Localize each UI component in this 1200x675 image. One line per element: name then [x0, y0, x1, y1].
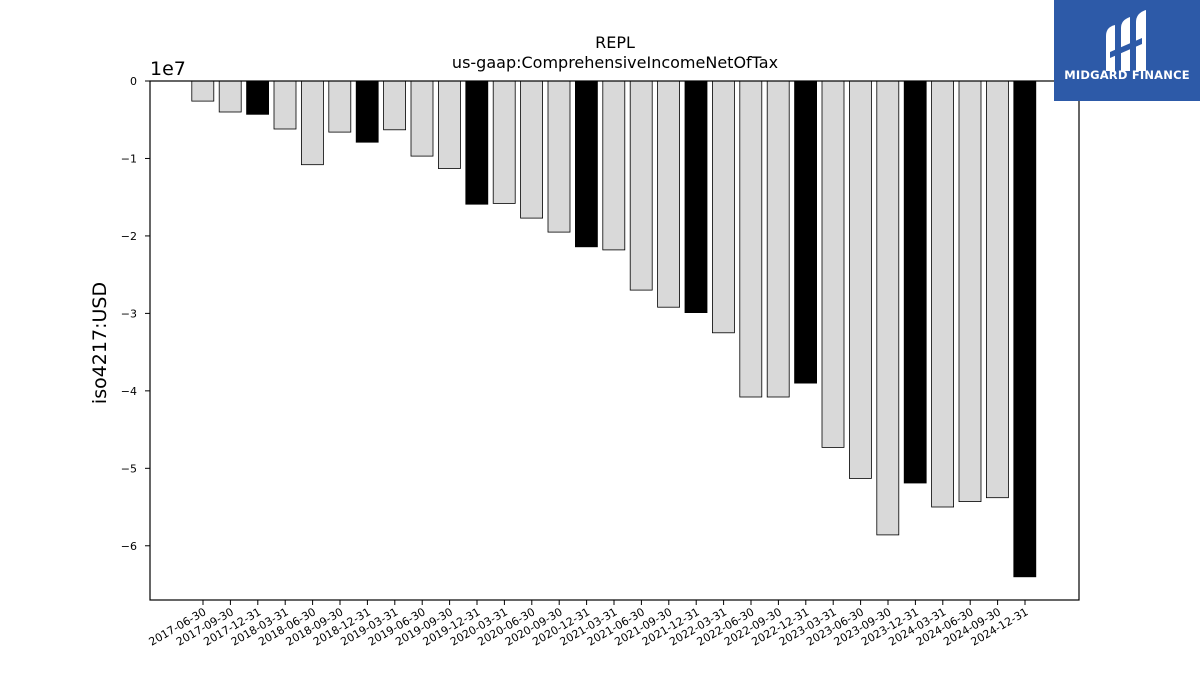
bar: [821, 80, 845, 448]
bar: [410, 80, 434, 157]
y-axis: 0 −1 −2 −3 −4 −5 −6: [121, 75, 150, 553]
bar: [273, 80, 297, 130]
y-tick-label: −5: [121, 462, 137, 475]
logo-mark-icon: [1106, 10, 1146, 71]
bar: [931, 80, 954, 508]
bar: [629, 80, 653, 291]
bar: [218, 80, 242, 113]
bar: [300, 80, 324, 166]
bar: [328, 80, 352, 133]
bar: [876, 80, 900, 536]
bar: [575, 80, 598, 248]
y-tick-label: −3: [121, 307, 137, 320]
y-tick-label: −2: [121, 230, 137, 243]
bar: [794, 80, 817, 384]
bar: [520, 80, 543, 219]
bar: [602, 80, 626, 251]
bar: [958, 80, 982, 503]
x-axis: 2017-06-302017-09-302017-12-312018-03-31…: [147, 600, 1031, 649]
bar: [739, 80, 763, 398]
bar: [684, 80, 708, 314]
bar: [465, 80, 489, 205]
y-scale-label: 1e7: [150, 58, 186, 80]
bar: [492, 80, 516, 204]
y-tick-label: 0: [130, 75, 137, 88]
bar: [657, 80, 680, 308]
bar: [986, 80, 1009, 499]
y-axis-label: iso4217:USD: [89, 282, 111, 404]
bar: [766, 80, 790, 398]
bar: [547, 80, 571, 233]
chart-subtitle: us-gaap:ComprehensiveIncomeNetOfTax: [452, 53, 778, 72]
y-tick-label: −1: [121, 152, 137, 165]
bar: [849, 80, 872, 479]
y-tick-label: −6: [121, 540, 137, 553]
bar: [383, 80, 407, 131]
bar: [712, 80, 735, 334]
bar: [903, 80, 927, 484]
brand-logo: MIDGARD FINANCE: [1054, 0, 1200, 101]
y-tick-label: −4: [121, 385, 137, 398]
bar: [437, 80, 461, 169]
logo-text: MIDGARD FINANCE: [1064, 68, 1190, 82]
bar: [1013, 80, 1037, 578]
bar: [191, 80, 215, 102]
bars-group: [191, 80, 1037, 578]
bar: [355, 80, 379, 143]
bar: [246, 80, 270, 115]
chart-title: REPL: [595, 33, 635, 52]
